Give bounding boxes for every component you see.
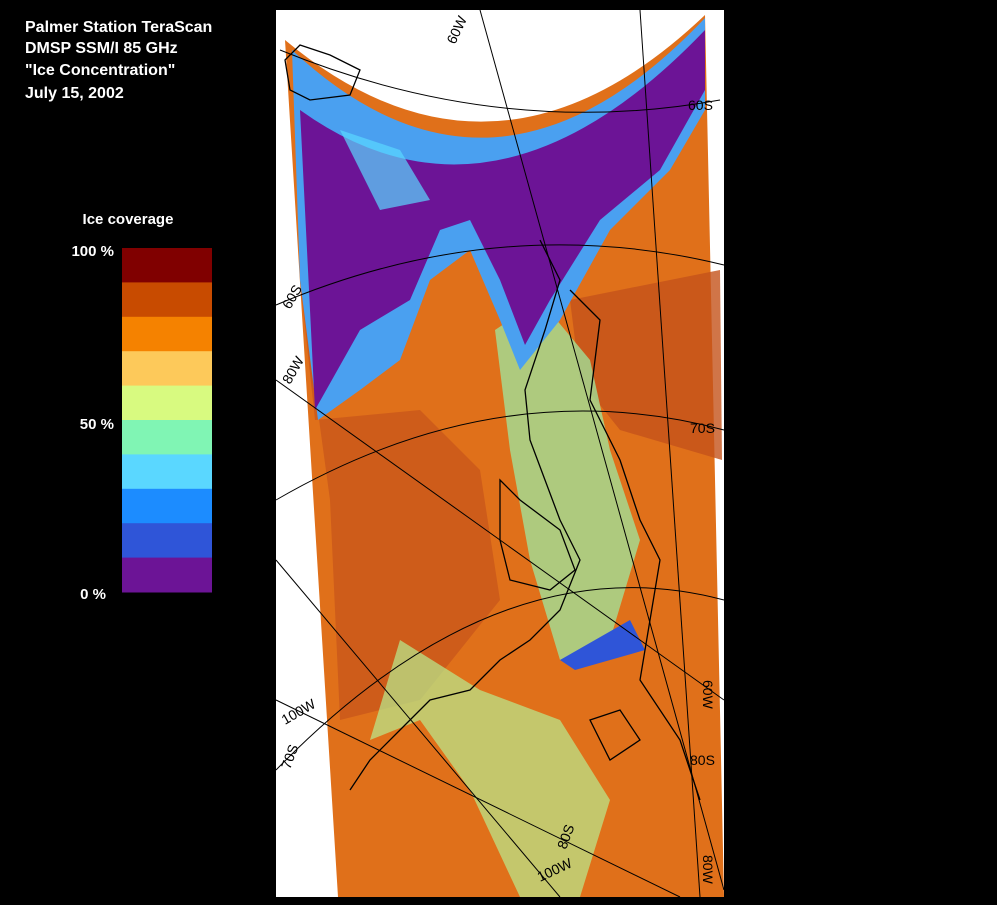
graticule: [639, 9, 701, 898]
legend-title: Ice coverage: [83, 211, 174, 228]
legend-label: 50 %: [80, 416, 114, 433]
header-line: July 15, 2002: [25, 85, 124, 102]
graticule: [275, 699, 681, 898]
header-line: DMSP SSM/I 85 GHz: [25, 40, 178, 57]
legend-swatch: [122, 523, 212, 559]
graticule: [275, 410, 725, 501]
coastline: [569, 289, 701, 801]
grid-label: 70S: [690, 420, 715, 436]
header-line: Palmer Station TeraScan: [25, 19, 212, 36]
low-ice: [495, 300, 640, 660]
legend-swatch: [122, 454, 212, 490]
low-ice: [370, 640, 610, 897]
graticule: [279, 49, 721, 113]
grid-label: 80S: [690, 752, 715, 768]
dense-ice: [570, 270, 722, 460]
grid-label: 80W: [700, 855, 716, 885]
legend-swatch: [122, 488, 212, 524]
graticule: [275, 244, 725, 306]
open-water: [300, 30, 705, 410]
coastline: [349, 239, 581, 791]
graticule: [275, 559, 561, 898]
legend-swatch: [122, 557, 212, 593]
open-water: [560, 620, 645, 670]
coastline: [284, 44, 361, 101]
graticule: [275, 587, 725, 771]
grid-label: 60S: [688, 97, 713, 113]
legend-label: 100 %: [71, 243, 114, 260]
legend-swatch: [122, 316, 212, 352]
grid-label: 60W: [700, 680, 716, 710]
dense-ice: [300, 280, 500, 720]
legend-swatch: [122, 385, 212, 421]
legend-swatch: [122, 248, 212, 283]
graticule: [479, 9, 725, 891]
coastline: [499, 478, 576, 591]
legend-swatch: [122, 420, 212, 455]
header-line: "Ice Concentration": [25, 62, 175, 79]
coastline: [589, 709, 641, 761]
map: 60W 60S 60S 80W 70S 100W 70S 60W 80S 80S…: [275, 9, 725, 898]
legend-swatches: [122, 248, 212, 593]
open-water-fringe: [340, 130, 430, 210]
legend-label: 0 %: [80, 586, 106, 603]
legend-swatch: [122, 282, 212, 318]
legend-swatch: [122, 351, 212, 387]
